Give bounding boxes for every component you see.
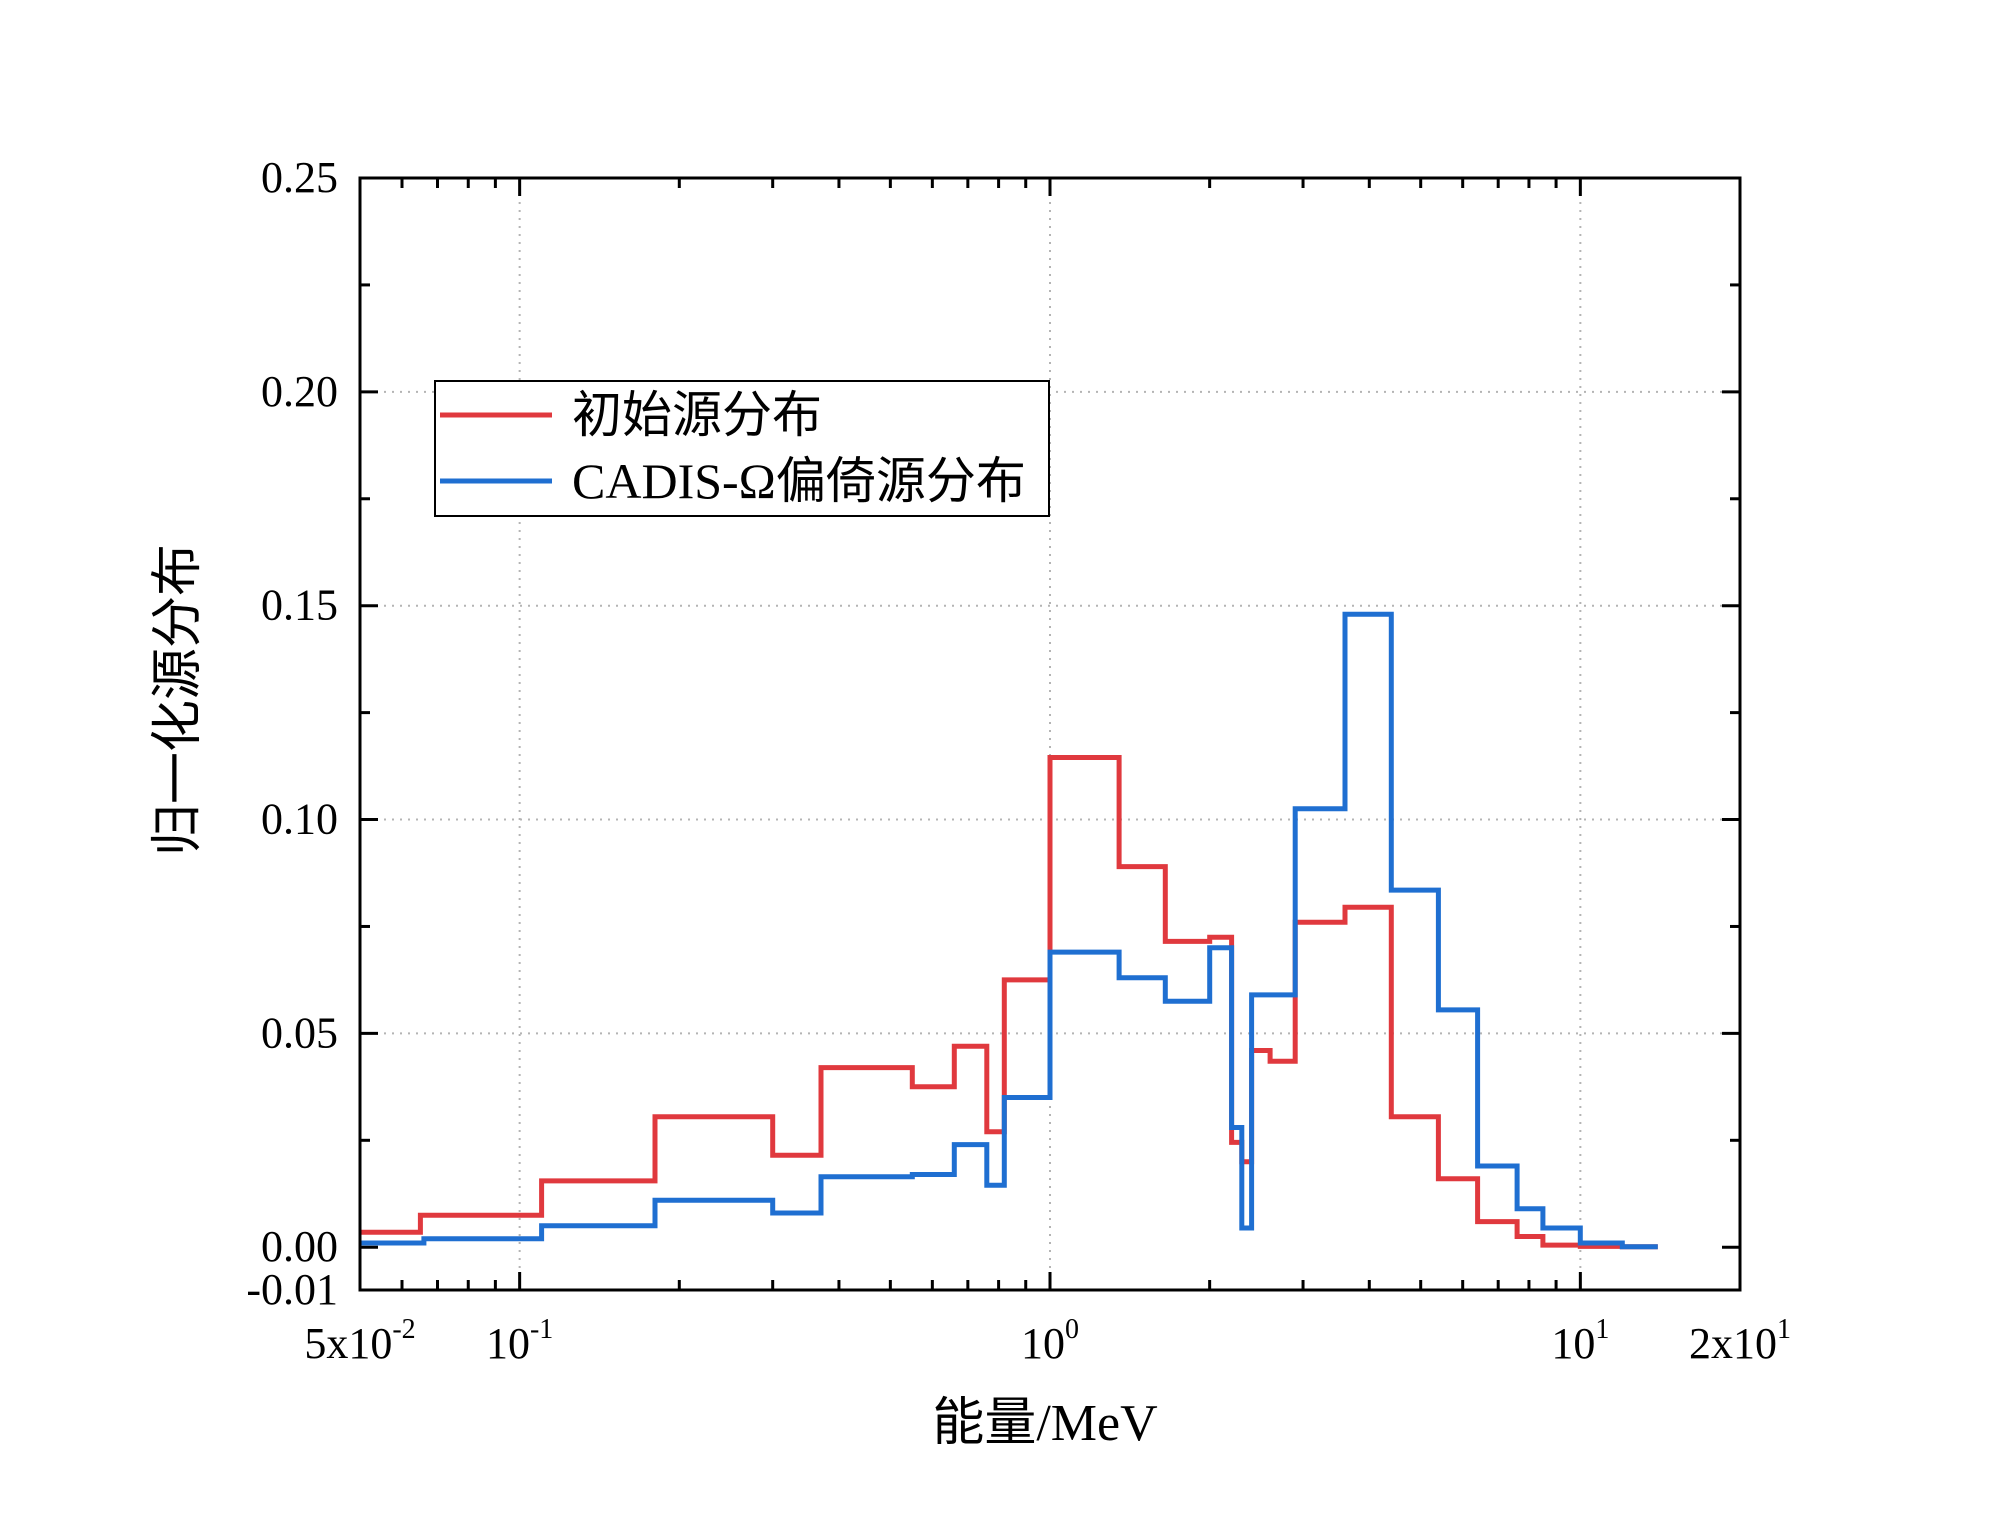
x-tick-label: 101 bbox=[1551, 1314, 1609, 1368]
legend-label-initial: 初始源分布 bbox=[572, 387, 822, 443]
grid-lines bbox=[360, 178, 1740, 1290]
legend-box bbox=[434, 380, 1050, 517]
x-tick-labels: 5x10-2 10-1 100 101 2x101 bbox=[304, 1314, 1791, 1368]
axes-frame bbox=[358, 176, 1742, 1292]
x-axis-label: 能量/MeV bbox=[932, 1395, 1157, 1452]
x-tick-label: 100 bbox=[1021, 1314, 1079, 1368]
y-tick-label: 0.00 bbox=[261, 1222, 338, 1271]
y-tick-labels: -0.010.00 0.05 0.10 0.15 0.20 0.25 bbox=[246, 153, 338, 1314]
x-tick-label: 5x10-2 bbox=[304, 1314, 415, 1368]
y-axis-label: 归一化源分布 bbox=[150, 544, 207, 856]
legend-label-cadis: CADIS-Ω偏倚源分布 bbox=[572, 453, 1026, 509]
y-tick-label: 0.10 bbox=[261, 795, 338, 844]
y-tick-label: 0.20 bbox=[261, 367, 338, 416]
x-tick-label: 10-1 bbox=[486, 1314, 553, 1368]
series-cadis-line bbox=[360, 611, 1658, 1250]
y-tick-label: -0.01 bbox=[246, 1265, 338, 1314]
series-layer bbox=[360, 611, 1658, 1250]
y-tick-label: 0.15 bbox=[261, 581, 338, 630]
y-tick-label: 0.05 bbox=[261, 1008, 338, 1057]
y-tick-label: 0.25 bbox=[261, 153, 338, 202]
series-initial-line bbox=[360, 755, 1658, 1250]
plot-frame bbox=[358, 176, 1742, 1292]
legend: 初始源分布 CADIS-Ω偏倚源分布 bbox=[434, 380, 1050, 517]
x-tick-label: 2x101 bbox=[1689, 1314, 1791, 1368]
